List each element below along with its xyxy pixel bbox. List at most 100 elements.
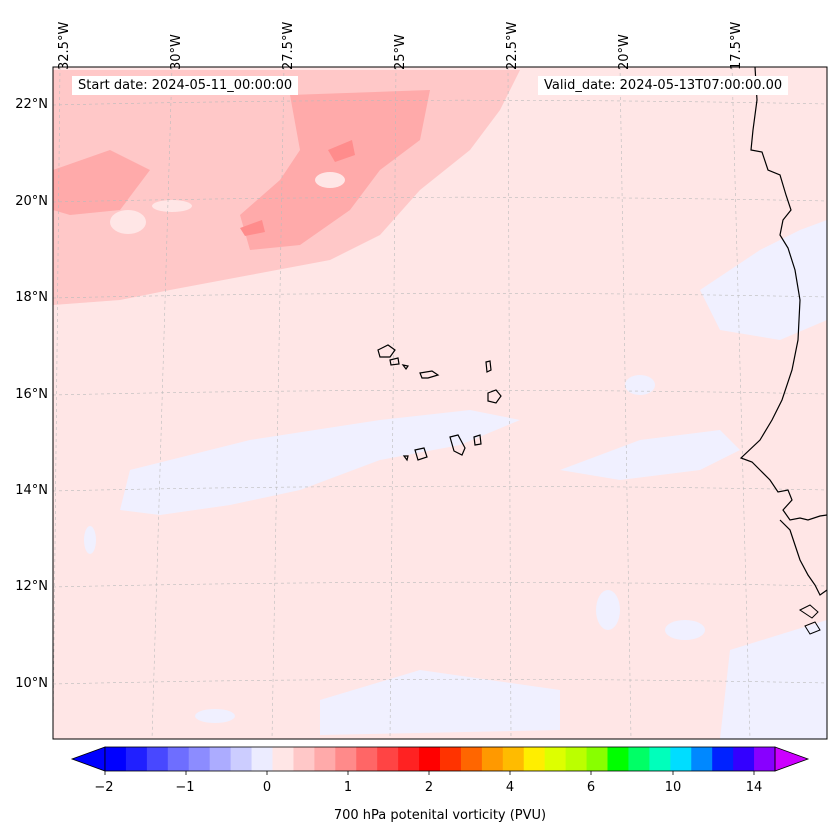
lat-label-14: 14°N	[15, 483, 48, 498]
lon-label-17-5: 17.5°W	[729, 21, 744, 70]
island-santo-antao	[377, 344, 396, 358]
colorbar-segment	[293, 747, 315, 771]
island-boa-vista	[487, 389, 502, 404]
colorbar-segment	[335, 747, 357, 771]
lat-label-16: 16°N	[15, 387, 48, 402]
island-brava	[402, 455, 409, 462]
colorbar-outline	[104, 746, 776, 772]
pv-low-southeast	[720, 620, 827, 739]
gridline-lon-30	[151, 66, 173, 740]
map-panel	[52, 66, 828, 740]
colorbar-segment	[565, 747, 587, 771]
colorbar-segment	[125, 747, 148, 771]
start-date-label: Start date: 2024-05-11_00:00:00	[72, 76, 299, 95]
colorbar-segment	[188, 747, 211, 771]
colorbar-tick-label: 1	[343, 780, 353, 795]
lon-label-22-5: 22.5°W	[505, 21, 520, 70]
pv-highest-patch-2	[53, 150, 150, 215]
colorbar-segment	[419, 747, 441, 771]
lat-label-12: 12°N	[15, 579, 48, 594]
gridline-lat-16	[52, 389, 828, 396]
lat-label-18: 18°N	[15, 290, 48, 305]
pv-low-band-2	[560, 430, 740, 480]
colorbar-segment	[105, 747, 127, 771]
gridline-lat-10	[52, 678, 828, 685]
island-sao-nicolau	[419, 370, 440, 379]
colorbar-segment	[167, 747, 190, 771]
colorbar-segment	[712, 747, 734, 771]
colorbar-tick-label: −2	[94, 780, 114, 795]
colorbar-segment	[607, 747, 629, 771]
colorbar	[70, 746, 810, 775]
map-frame	[52, 66, 828, 740]
pv-low-spot-5	[84, 526, 96, 554]
cape-verde-islands	[377, 344, 502, 462]
pv-low-south	[320, 670, 560, 735]
colorbar-segment	[460, 747, 483, 771]
colorbar-segment	[209, 747, 232, 771]
colorbar-segment	[272, 747, 294, 771]
colorbar-segment	[544, 747, 567, 771]
lat-label-10: 10°N	[15, 676, 48, 691]
colorbar-extend-low	[70, 746, 106, 772]
colorbar-segment	[398, 747, 420, 771]
colorbar-segment	[586, 747, 608, 771]
colorbar-tick-label: 2	[424, 780, 434, 795]
pv-hole-3	[315, 172, 345, 188]
colorbar-segment	[481, 747, 504, 771]
colorbar-segment	[502, 747, 525, 771]
colorbar-segment	[733, 747, 755, 771]
pv-low-spot-1	[625, 375, 655, 395]
gridline-lon-27-5	[271, 66, 285, 740]
pv-hole-1	[152, 200, 192, 212]
colorbar-segment	[670, 747, 692, 771]
colorbar-segment	[314, 747, 336, 771]
gridline-lon-32-5	[52, 66, 61, 740]
lon-label-25: 25°W	[393, 34, 408, 70]
colorbar-segment	[230, 747, 252, 771]
pv-peak-patch-2	[240, 220, 265, 236]
colorbar-segment	[251, 747, 273, 771]
island-santa-luzia	[401, 364, 409, 371]
colorbar-segment	[691, 747, 713, 771]
gridline-lat-20	[52, 196, 828, 203]
lon-label-30: 30°W	[169, 34, 184, 70]
lat-label-22: 22°N	[15, 97, 48, 112]
coastline-guinea	[779, 519, 828, 596]
lon-label-27-5: 27.5°W	[281, 21, 296, 70]
colorbar-segment	[523, 747, 546, 771]
island-maio	[473, 434, 482, 446]
african-coastline	[739, 66, 828, 521]
colorbar-segment	[377, 747, 399, 771]
gridline-lat-12	[52, 581, 828, 588]
colorbar-segment	[440, 747, 462, 771]
valid-date-label: Valid_date: 2024-05-13T07:00:00.00	[538, 76, 789, 95]
pv-low-spot-3	[665, 620, 705, 640]
coastline-bijagos	[799, 604, 821, 635]
pv-peak-patch	[328, 140, 355, 162]
gridline-lon-25	[389, 66, 397, 740]
colorbar-segment	[754, 747, 776, 771]
pv-low-band	[120, 410, 520, 515]
lon-label-32-5: 32.5°W	[57, 21, 72, 70]
lat-label-20: 20°N	[15, 194, 48, 209]
colorbar-tick-label: 10	[664, 780, 682, 795]
island-sao-vicente	[389, 357, 400, 366]
colorbar-segment	[628, 747, 650, 771]
pv-low-coast	[700, 220, 827, 340]
colorbar-tick-label: 0	[262, 780, 272, 795]
colorbar-title: 700 hPa potenital vorticity (PVU)	[333, 808, 547, 823]
pv-hole-2	[110, 210, 146, 234]
island-sal	[485, 360, 492, 373]
gridline-lat-18	[52, 292, 828, 299]
pv-low-spot-4	[195, 709, 235, 723]
lon-label-20: 20°W	[617, 34, 632, 70]
island-fogo	[414, 447, 428, 461]
colorbar-segment	[146, 747, 169, 771]
gridline-lat-14	[52, 485, 828, 492]
colorbar-extend-high	[774, 746, 810, 772]
gridline-lon-22-5	[507, 66, 512, 740]
gridlines	[52, 66, 828, 740]
colorbar-segment	[356, 747, 378, 771]
